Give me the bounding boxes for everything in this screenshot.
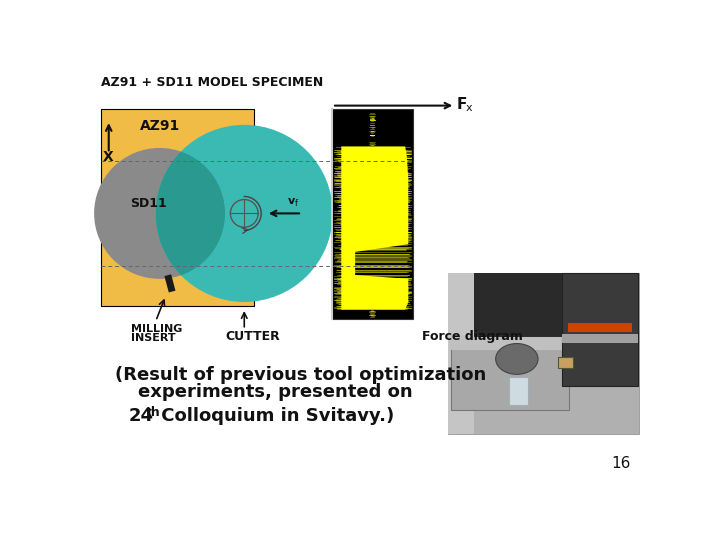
Text: x: x — [465, 103, 472, 113]
Text: AZ91 + SD11 MODEL SPECIMEN: AZ91 + SD11 MODEL SPECIMEN — [101, 76, 323, 89]
Bar — [164, 274, 176, 293]
Bar — [451, 338, 570, 410]
Ellipse shape — [495, 343, 538, 374]
Circle shape — [94, 148, 225, 279]
Circle shape — [94, 148, 225, 279]
Text: CUTTER: CUTTER — [225, 330, 280, 343]
Bar — [509, 377, 528, 405]
Bar — [101, 110, 253, 306]
Circle shape — [156, 125, 333, 302]
Bar — [448, 273, 639, 434]
Text: Colloquium in Svitavy.): Colloquium in Svitavy.) — [155, 407, 394, 424]
Text: (Result of previous tool optimization: (Result of previous tool optimization — [115, 367, 486, 384]
Text: F: F — [456, 97, 467, 112]
Text: X: X — [102, 150, 113, 164]
Text: experiments, presented on: experiments, presented on — [138, 383, 413, 401]
Bar — [332, 110, 413, 319]
Bar — [451, 338, 570, 350]
Text: Force diagram: Force diagram — [422, 330, 523, 343]
Text: 16: 16 — [611, 456, 631, 471]
Bar — [558, 357, 573, 368]
Text: SD11: SD11 — [130, 197, 167, 210]
Text: th: th — [145, 406, 161, 419]
Bar — [562, 273, 638, 386]
Text: 24: 24 — [129, 407, 154, 424]
Bar — [562, 334, 638, 343]
Bar — [448, 273, 474, 434]
Text: v: v — [288, 196, 295, 206]
Text: MILLING: MILLING — [131, 324, 182, 334]
Text: INSERT: INSERT — [131, 333, 176, 343]
Bar — [567, 323, 631, 332]
Polygon shape — [341, 146, 408, 309]
Text: AZ91: AZ91 — [140, 119, 180, 133]
Bar — [474, 273, 639, 345]
Text: f: f — [295, 199, 298, 208]
